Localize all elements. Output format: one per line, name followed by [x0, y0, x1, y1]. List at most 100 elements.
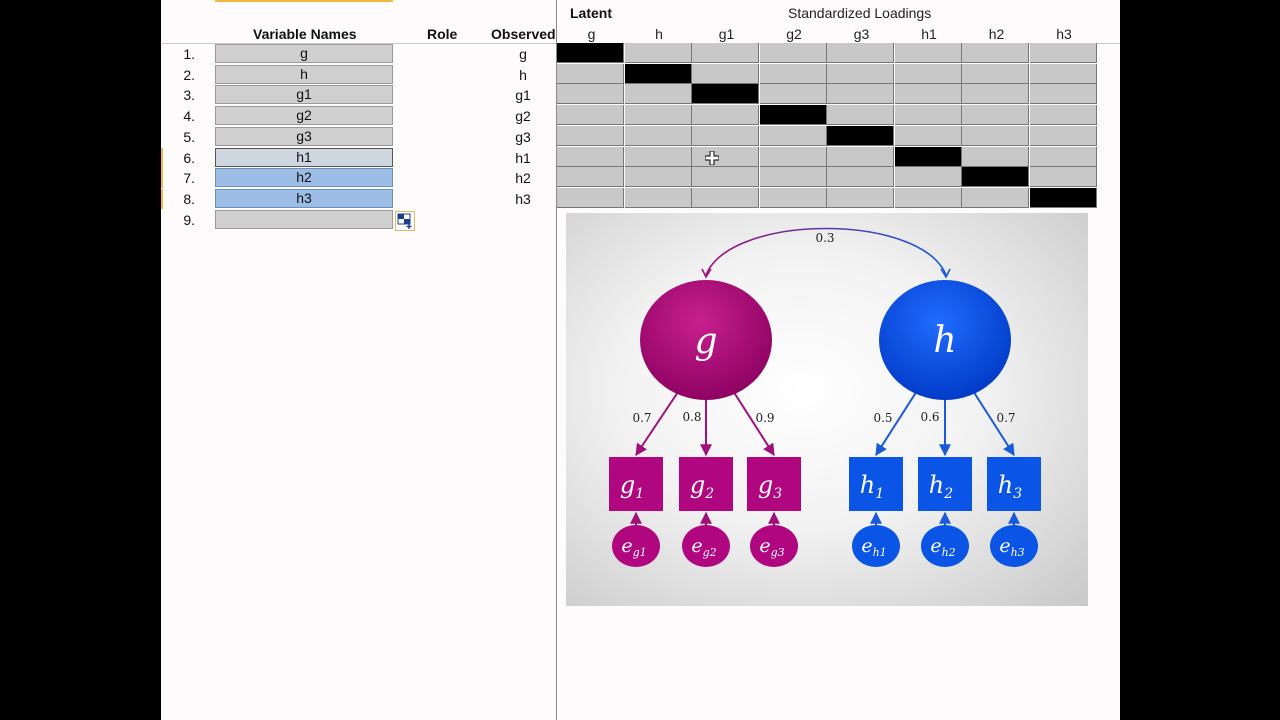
- loading-cell[interactable]: [894, 43, 962, 63]
- row-selection-marker: [161, 188, 163, 209]
- loading-cell[interactable]: [759, 63, 827, 84]
- loading-cell[interactable]: [624, 125, 692, 146]
- loading-cell[interactable]: [827, 63, 894, 84]
- observed-cell[interactable]: h1: [515, 149, 531, 166]
- loading-cell[interactable]: [962, 146, 1029, 167]
- variable-name-cell[interactable]: g: [215, 44, 393, 63]
- g-indicator-label: g2: [690, 471, 714, 502]
- g-indicator-3: [747, 457, 801, 511]
- latent-h-label: h: [933, 320, 956, 361]
- observed-cell[interactable]: g3: [515, 128, 531, 145]
- loading-cell[interactable]: [894, 63, 962, 84]
- loading-cell[interactable]: [557, 105, 624, 126]
- loading-cell[interactable]: [894, 84, 962, 105]
- variable-name-cell[interactable]: g1: [215, 85, 393, 105]
- observed-cell[interactable]: h2: [515, 170, 531, 187]
- loading-cell[interactable]: [759, 187, 827, 208]
- variable-name-cell[interactable]: h1: [215, 147, 393, 167]
- loading-cell[interactable]: [759, 105, 827, 126]
- loading-cell[interactable]: [827, 84, 894, 105]
- loading-cell[interactable]: [827, 167, 894, 188]
- loading-cell[interactable]: [894, 187, 962, 208]
- variable-name-cell[interactable]: g2: [215, 106, 393, 126]
- loading-cell[interactable]: [692, 43, 759, 63]
- loading-cell[interactable]: [1029, 167, 1097, 188]
- loading-cell[interactable]: [1029, 63, 1097, 84]
- loading-cell[interactable]: [692, 63, 759, 84]
- observed-cell[interactable]: g1: [515, 87, 531, 104]
- h-error-node-1: [852, 525, 900, 567]
- observed-cell[interactable]: h: [519, 66, 527, 83]
- loading-cell[interactable]: [759, 167, 827, 188]
- loading-cell[interactable]: [894, 125, 962, 146]
- h-indicator-1: [849, 457, 903, 511]
- loading-cell[interactable]: [624, 167, 692, 188]
- variable-name-cell[interactable]: [215, 209, 393, 229]
- loading-cell[interactable]: [624, 187, 692, 208]
- g-indicator-2: [679, 457, 733, 511]
- loading-cell[interactable]: [962, 63, 1029, 84]
- loading-cell[interactable]: [624, 63, 692, 84]
- loading-cell[interactable]: [894, 146, 962, 167]
- loading-cell[interactable]: [557, 187, 624, 208]
- loading-cell[interactable]: [692, 125, 759, 146]
- observed-cell[interactable]: h3: [515, 190, 531, 207]
- loading-cell[interactable]: [692, 167, 759, 188]
- loading-cell[interactable]: [1029, 187, 1097, 208]
- loading-cell[interactable]: [827, 43, 894, 63]
- loading-cell[interactable]: [692, 84, 759, 105]
- loading-cell[interactable]: [1029, 125, 1097, 146]
- loading-cell[interactable]: [827, 105, 894, 126]
- loading-cell[interactable]: [692, 105, 759, 126]
- loading-cell[interactable]: [557, 43, 624, 63]
- loading-cell[interactable]: [1029, 43, 1097, 63]
- variable-name-cell[interactable]: h: [215, 64, 393, 84]
- loading-cell[interactable]: [962, 105, 1029, 126]
- observed-cell[interactable]: g2: [515, 108, 531, 125]
- loading-cell[interactable]: [624, 43, 692, 63]
- header-standardized-loadings: Standardized Loadings: [788, 5, 932, 21]
- loading-cell[interactable]: [557, 125, 624, 146]
- observed-cell[interactable]: g: [519, 46, 527, 62]
- loading-cell[interactable]: [894, 105, 962, 126]
- variable-name-cell[interactable]: h3: [215, 188, 393, 208]
- loading-cell[interactable]: [759, 84, 827, 105]
- row-selection-marker: [161, 147, 163, 168]
- h-indicator-label: h2: [929, 471, 953, 502]
- loading-cell[interactable]: [557, 63, 624, 84]
- quick-analysis-button[interactable]: [395, 211, 415, 231]
- loading-g3: 0.9: [755, 411, 774, 425]
- loading-cell[interactable]: [692, 187, 759, 208]
- loading-cell[interactable]: [1029, 105, 1097, 126]
- g-error-label: eg3: [759, 535, 784, 559]
- column-selection-marker: [215, 0, 393, 2]
- loading-cell[interactable]: [624, 146, 692, 167]
- loading-cell[interactable]: [624, 84, 692, 105]
- loading-cell[interactable]: [827, 125, 894, 146]
- loading-cell[interactable]: [962, 167, 1029, 188]
- header-variable-names: Variable Names: [253, 26, 357, 42]
- h-indicator-label: h1: [860, 471, 884, 502]
- loading-cell[interactable]: [827, 146, 894, 167]
- loading-cell[interactable]: [759, 146, 827, 167]
- loading-cell[interactable]: [894, 167, 962, 188]
- loading-cell[interactable]: [759, 43, 827, 63]
- loading-h2: 0.6: [920, 410, 939, 424]
- loading-cell[interactable]: [962, 84, 1029, 105]
- loading-cell[interactable]: [1029, 84, 1097, 105]
- loading-cell[interactable]: [827, 187, 894, 208]
- loading-cell[interactable]: [557, 146, 624, 167]
- loading-cell[interactable]: [557, 84, 624, 105]
- loading-cell[interactable]: [962, 187, 1029, 208]
- loading-cell[interactable]: [1029, 146, 1097, 167]
- loading-cell[interactable]: [962, 43, 1029, 63]
- loading-cell[interactable]: [624, 105, 692, 126]
- loading-cell[interactable]: [962, 125, 1029, 146]
- h-indicator-3: [987, 457, 1041, 511]
- row-number: 6.: [183, 149, 195, 166]
- loading-cell[interactable]: [557, 167, 624, 188]
- loading-cell[interactable]: [692, 146, 759, 167]
- variable-name-cell[interactable]: g3: [215, 126, 393, 146]
- variable-name-cell[interactable]: h2: [215, 168, 393, 188]
- loading-cell[interactable]: [759, 125, 827, 146]
